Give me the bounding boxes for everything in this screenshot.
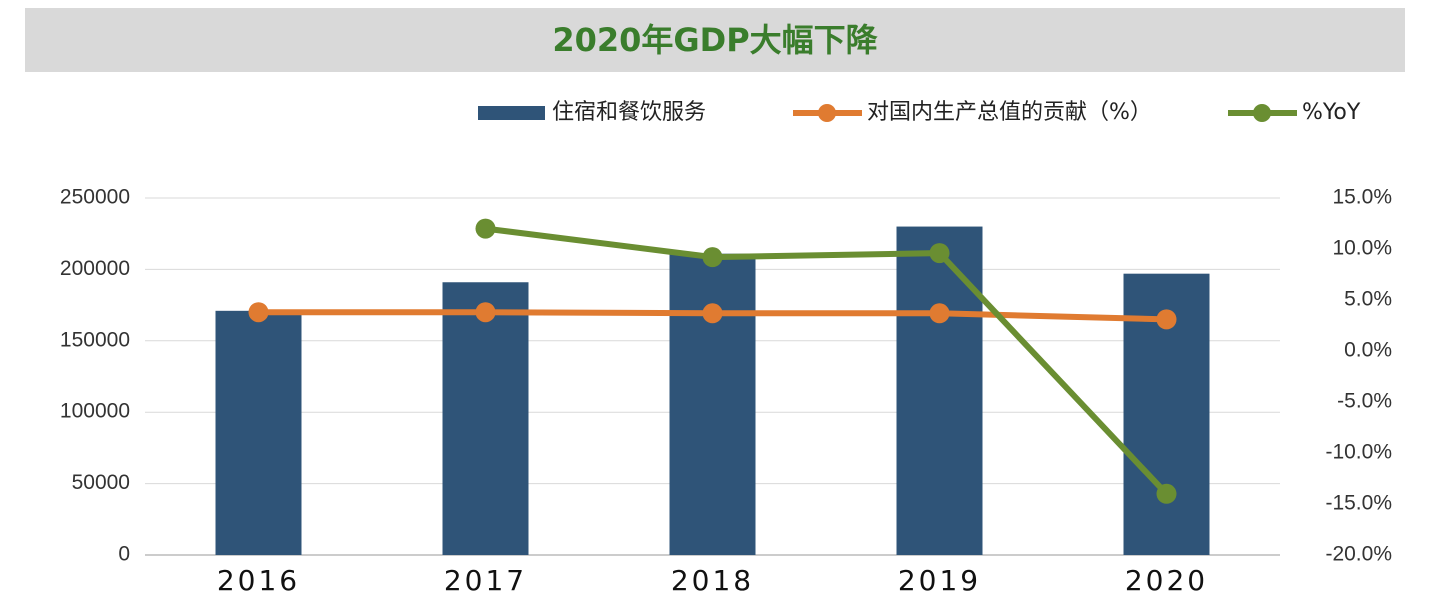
y-tick-label: 150000 — [60, 328, 130, 351]
y2-tick-label: -20.0% — [1325, 543, 1392, 566]
line-marker — [702, 247, 723, 268]
x-tick-label: 2016 — [217, 564, 300, 597]
legend-label: %YoY — [1302, 100, 1361, 125]
x-tick-label: 2018 — [671, 564, 754, 597]
y2-tick-label: 15.0% — [1332, 186, 1392, 209]
bar — [215, 310, 302, 555]
title-band — [25, 8, 1405, 72]
line-marker — [475, 302, 496, 323]
y-tick-label: 250000 — [60, 186, 130, 209]
y2-tick-label: -5.0% — [1337, 390, 1392, 413]
bar — [442, 282, 529, 555]
bar — [669, 253, 756, 555]
line-marker — [248, 302, 269, 323]
y2-tick-label: 5.0% — [1344, 288, 1392, 311]
x-tick-label: 2019 — [898, 564, 981, 597]
legend-label: 住宿和餐饮服务 — [552, 100, 706, 125]
x-tick-label: 2017 — [444, 564, 527, 597]
legend-swatch — [1253, 104, 1271, 122]
line-marker — [702, 303, 723, 324]
y-tick-label: 50000 — [72, 471, 130, 494]
chart-title: 2020年GDP大幅下降 — [552, 21, 878, 59]
x-tick-label: 2020 — [1125, 564, 1208, 597]
y2-tick-label: 10.0% — [1332, 237, 1392, 260]
line-marker — [929, 303, 950, 324]
legend-label: 对国内生产总值的贡献（%） — [867, 100, 1152, 125]
y2-tick-label: -10.0% — [1325, 441, 1392, 464]
y2-tick-label: -15.0% — [1325, 492, 1392, 515]
y-tick-label: 0 — [118, 543, 130, 566]
y2-tick-label: 0.0% — [1344, 339, 1392, 362]
legend-swatch — [818, 104, 836, 122]
legend-swatch — [478, 106, 545, 120]
bar — [896, 226, 983, 555]
y-tick-label: 200000 — [60, 257, 130, 280]
line — [485, 225, 1169, 496]
line-marker — [1156, 483, 1177, 504]
line-marker — [1156, 309, 1177, 330]
y-tick-label: 100000 — [60, 400, 130, 423]
line-marker — [929, 243, 950, 264]
line-marker — [475, 218, 496, 239]
